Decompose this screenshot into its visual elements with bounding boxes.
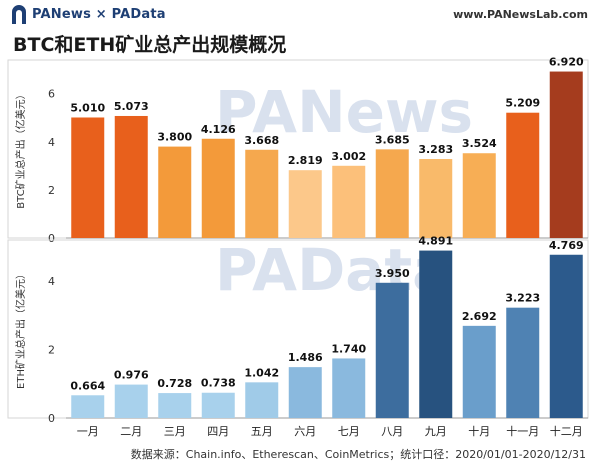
watermark-padata: PAData bbox=[215, 236, 451, 304]
x-tick-label: 九月 bbox=[425, 425, 447, 438]
bar bbox=[332, 358, 366, 418]
y-tick-label: 2 bbox=[48, 184, 55, 197]
bar-value-label: 0.728 bbox=[157, 377, 192, 390]
bar bbox=[549, 71, 583, 238]
site-url: www.PANewsLab.com bbox=[453, 8, 588, 21]
bar-value-label: 3.223 bbox=[505, 292, 540, 305]
brand-text: PANews × PAData bbox=[32, 7, 166, 22]
bar bbox=[549, 254, 583, 418]
bar bbox=[419, 250, 453, 418]
x-tick-label: 十二月 bbox=[550, 424, 583, 438]
bar-value-label: 3.800 bbox=[157, 131, 192, 144]
bar bbox=[114, 115, 148, 238]
bar bbox=[71, 395, 105, 418]
y-axis-label: ETH矿业总产出（亿美元） bbox=[14, 269, 27, 389]
bar-value-label: 3.283 bbox=[418, 143, 453, 156]
y-axis-label: BTC矿业总产出（亿美元） bbox=[14, 89, 27, 208]
bar-value-label: 0.976 bbox=[114, 369, 149, 382]
y-tick-label: 0 bbox=[48, 412, 55, 425]
chart-title: BTC和ETH矿业总产出规模概况 bbox=[13, 34, 287, 56]
y-tick-label: 6 bbox=[48, 88, 55, 101]
bar-value-label: 5.209 bbox=[505, 97, 540, 110]
bar bbox=[375, 282, 409, 418]
bar bbox=[332, 165, 366, 238]
y-tick-label: 2 bbox=[48, 344, 55, 357]
bar-value-label: 3.002 bbox=[331, 150, 366, 163]
bar-value-label: 4.769 bbox=[549, 239, 584, 252]
bar-value-label: 3.950 bbox=[375, 267, 410, 280]
bar-value-label: 3.685 bbox=[375, 133, 410, 146]
bar bbox=[288, 367, 322, 418]
bar-value-label: 1.042 bbox=[244, 366, 279, 379]
x-tick-label: 七月 bbox=[338, 425, 360, 438]
y-tick-label: 0 bbox=[48, 232, 55, 245]
bar bbox=[201, 392, 235, 418]
bar bbox=[245, 382, 279, 418]
bar-value-label: 2.692 bbox=[462, 310, 497, 323]
bar bbox=[158, 146, 192, 238]
bar-value-label: 4.126 bbox=[201, 123, 236, 136]
eth-panel: 0 2 4 ETH矿业总产出（亿美元） 0.664 0.976 0.728 0.738 1.04… bbox=[7, 235, 589, 425]
bar bbox=[201, 138, 235, 238]
btc-panel: 0 2 4 6 BTC矿业总产出（亿美元） 5.010 5.073 3.800 4.126 3.6… bbox=[7, 56, 589, 245]
x-tick-label: 八月 bbox=[381, 425, 403, 438]
x-tick-label: 一月 bbox=[77, 425, 99, 438]
y-tick-label: 4 bbox=[48, 136, 55, 149]
header-bar: PANews × PAData www.PANewsLab.com bbox=[0, 0, 600, 30]
bar bbox=[419, 159, 453, 238]
bar-value-label: 5.010 bbox=[70, 101, 105, 114]
bar bbox=[158, 393, 192, 418]
bar-value-label: 3.524 bbox=[462, 137, 497, 150]
x-tick-label: 十一月 bbox=[506, 424, 539, 438]
bar-value-label: 6.920 bbox=[549, 56, 584, 69]
bar bbox=[462, 325, 496, 418]
bar-value-label: 4.891 bbox=[418, 235, 453, 248]
bar bbox=[71, 117, 105, 238]
bar bbox=[375, 149, 409, 238]
bar-value-label: 5.073 bbox=[114, 100, 149, 113]
bar-value-label: 1.740 bbox=[331, 342, 366, 355]
bar bbox=[506, 307, 540, 418]
x-tick-label: 十月 bbox=[468, 424, 490, 438]
x-tick-label: 四月 bbox=[207, 425, 229, 438]
x-axis-categories: 一月 二月 三月 四月 五月 六月 七月 八月 九月 十月 十一月 十二月 bbox=[77, 424, 583, 438]
panews-logo-icon bbox=[12, 5, 26, 24]
bar bbox=[288, 170, 322, 238]
y-tick-label: 4 bbox=[48, 275, 55, 288]
bar-value-label: 3.668 bbox=[244, 134, 279, 147]
bar bbox=[245, 149, 279, 238]
bar bbox=[506, 112, 540, 238]
bar-value-label: 2.819 bbox=[288, 154, 323, 167]
x-tick-label: 五月 bbox=[251, 425, 273, 438]
bar bbox=[114, 384, 148, 418]
x-tick-label: 二月 bbox=[120, 425, 142, 438]
x-tick-label: 三月 bbox=[164, 425, 186, 438]
x-tick-label: 六月 bbox=[294, 425, 316, 438]
source-note: 数据来源：Chain.info、Etherescan、CoinMetrics；统… bbox=[130, 448, 586, 461]
bar bbox=[462, 153, 496, 238]
watermark-panews: PANews bbox=[215, 78, 473, 146]
bar-value-label: 0.738 bbox=[201, 377, 236, 390]
bar-value-label: 1.486 bbox=[288, 351, 323, 364]
bar-value-label: 0.664 bbox=[70, 379, 105, 392]
